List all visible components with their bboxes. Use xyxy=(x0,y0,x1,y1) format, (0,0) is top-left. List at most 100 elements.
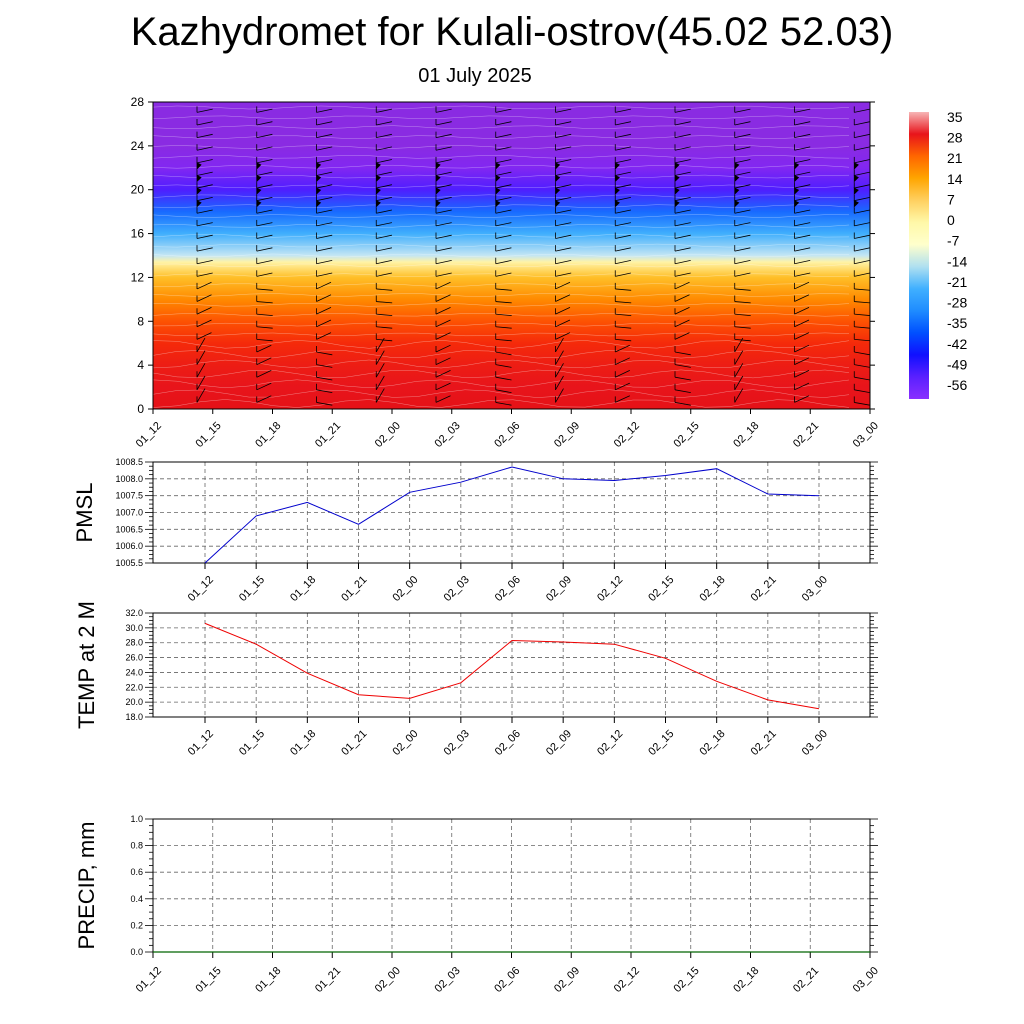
temp2m-panel: 18.0 20.0 22.0 24.0 26.0 28.0 30.0 32.0 01_12 01_… xyxy=(74,601,878,758)
x-tick-label: 02_12 xyxy=(612,965,642,995)
y-tick-label: 1005.5 xyxy=(115,558,143,568)
x-tick-label: 01_21 xyxy=(339,728,369,758)
y-tick-label: 1007.5 xyxy=(115,491,143,501)
grid-lines xyxy=(152,818,871,953)
x-tick-label: 02_06 xyxy=(493,574,523,604)
axis-ticks xyxy=(145,612,878,718)
y-tick-label: 22.0 xyxy=(125,682,143,692)
x-tick-label: 01_12 xyxy=(186,574,216,604)
y-tick-label: 24.0 xyxy=(125,667,143,677)
x-tick-label: 02_00 xyxy=(390,574,420,604)
axis-ticks xyxy=(145,461,878,564)
y-tick-label: 26.0 xyxy=(125,653,143,663)
heatmap-x-tick-label: 01_12 xyxy=(134,420,164,450)
heatmap-x-tick-label: 02_12 xyxy=(612,420,642,450)
heatmap-x-tick-label: 02_00 xyxy=(373,420,403,450)
x-tick-label: 02_00 xyxy=(373,965,403,995)
x-tick-label: 02_12 xyxy=(595,574,625,604)
heatmap-x-tick-label: 02_03 xyxy=(433,420,463,450)
heatmap-x-tick-label: 02_09 xyxy=(552,420,582,450)
y-tick-label: 18.0 xyxy=(125,712,143,722)
x-tick-label: 01_18 xyxy=(288,574,318,604)
y-tick-label: 1007.0 xyxy=(115,508,143,518)
x-tick-label: 02_15 xyxy=(646,728,676,758)
heatmap-x-tick-label: 01_15 xyxy=(194,420,224,450)
x-tick-label: 02_03 xyxy=(442,574,472,604)
page-subtitle: 01 July 2025 xyxy=(418,65,532,87)
heatmap-y-tick-label: 4 xyxy=(137,358,144,372)
heatmap-y-tick-label: 24 xyxy=(131,139,145,153)
grid-lines xyxy=(153,612,870,718)
y-axis-label: PMSL xyxy=(72,483,97,543)
colorbar-scale xyxy=(909,112,929,399)
x-tick-label: 02_03 xyxy=(433,965,463,995)
heatmap-x-tick-label: 02_15 xyxy=(672,420,702,450)
heatmap-x-tick-label: 02_21 xyxy=(791,420,821,450)
colorbar: 35 28 21 14 7 0 -7 -14 -21 -28 -35 -42 -49 -56 xyxy=(909,109,967,399)
y-tick-label: 0.4 xyxy=(130,894,143,904)
colorbar-label: 7 xyxy=(947,191,955,207)
y-tick-label: 28.0 xyxy=(125,638,143,648)
heatmap-x-tick-label: 03_00 xyxy=(851,420,881,450)
y-tick-label: 1008.5 xyxy=(115,457,143,467)
x-tick-label: 02_21 xyxy=(749,574,779,604)
colorbar-label: 21 xyxy=(947,150,963,166)
colorbar-label: -7 xyxy=(947,233,960,249)
grid-lines xyxy=(153,461,870,564)
y-tick-label: 0.6 xyxy=(130,867,143,877)
x-tick-label: 02_09 xyxy=(552,965,582,995)
x-tick-label: 02_15 xyxy=(646,574,676,604)
colorbar-label: -14 xyxy=(947,253,967,269)
x-tick-label: 01_15 xyxy=(237,728,267,758)
precip-panel: 0.0 0.2 0.4 0.6 0.8 1.0 01_12 01_15 01_18 01_21 02… xyxy=(74,814,881,995)
colorbar-label: -28 xyxy=(947,295,967,311)
heatmap-x-tick-label: 02_06 xyxy=(492,420,522,450)
y-tick-label: 1006.0 xyxy=(115,541,143,551)
x-tick-label: 01_18 xyxy=(288,728,318,758)
x-tick-label: 01_15 xyxy=(237,574,267,604)
y-tick-label: 30.0 xyxy=(125,623,143,633)
colorbar-label: -56 xyxy=(947,377,967,393)
axis-ticks xyxy=(145,818,878,953)
colorbar-label: -35 xyxy=(947,315,967,331)
heatmap-y-tick-label: 20 xyxy=(131,183,145,197)
colorbar-label: 14 xyxy=(947,171,963,187)
x-tick-label: 03_00 xyxy=(851,965,881,995)
wind-barbs xyxy=(196,106,870,406)
x-tick-label: 03_00 xyxy=(800,728,830,758)
x-tick-label: 02_12 xyxy=(595,728,625,758)
colorbar-label: 28 xyxy=(947,130,963,146)
x-tick-label: 01_21 xyxy=(339,574,369,604)
series-line xyxy=(204,622,820,710)
heatmap-y-tick-label: 12 xyxy=(131,270,145,284)
x-tick-label: 02_18 xyxy=(697,728,727,758)
y-tick-label: 32.0 xyxy=(125,608,143,618)
x-tick-label: 02_21 xyxy=(749,728,779,758)
x-tick-label: 01_18 xyxy=(253,965,283,995)
x-tick-label: 03_00 xyxy=(800,574,830,604)
colorbar-label: -42 xyxy=(947,336,967,352)
pmsl-panel: 1005.5 1006.0 1006.5 1007.0 1007.5 1008.0 1008… xyxy=(72,457,878,604)
y-tick-label: 1006.5 xyxy=(115,524,143,534)
heatmap-y-tick-label: 16 xyxy=(131,227,145,241)
heatmap-x-tick-label: 01_21 xyxy=(313,420,343,450)
heatmap-x-tick-label: 02_18 xyxy=(731,420,761,450)
heatmap-y-tick-label: 0 xyxy=(137,402,144,416)
heatmap-y-tick-label: 28 xyxy=(131,95,145,109)
page-title: Kazhydromet for Kulali-ostrov(45.02 52.0… xyxy=(130,10,894,54)
x-tick-label: 01_21 xyxy=(313,965,343,995)
colorbar-label: -49 xyxy=(947,356,967,372)
temperature-field xyxy=(153,102,870,409)
colorbar-label: 35 xyxy=(947,109,963,125)
plot-frame xyxy=(152,612,871,718)
x-tick-label: 02_09 xyxy=(544,574,574,604)
x-tick-label: 02_09 xyxy=(544,728,574,758)
x-tick-label: 01_12 xyxy=(134,965,164,995)
x-tick-label: 01_15 xyxy=(194,965,224,995)
x-tick-label: 01_12 xyxy=(186,728,216,758)
y-tick-label: 20.0 xyxy=(125,697,143,707)
y-tick-label: 0.2 xyxy=(130,920,143,930)
x-tick-label: 02_18 xyxy=(697,574,727,604)
y-tick-label: 0.8 xyxy=(130,841,143,851)
